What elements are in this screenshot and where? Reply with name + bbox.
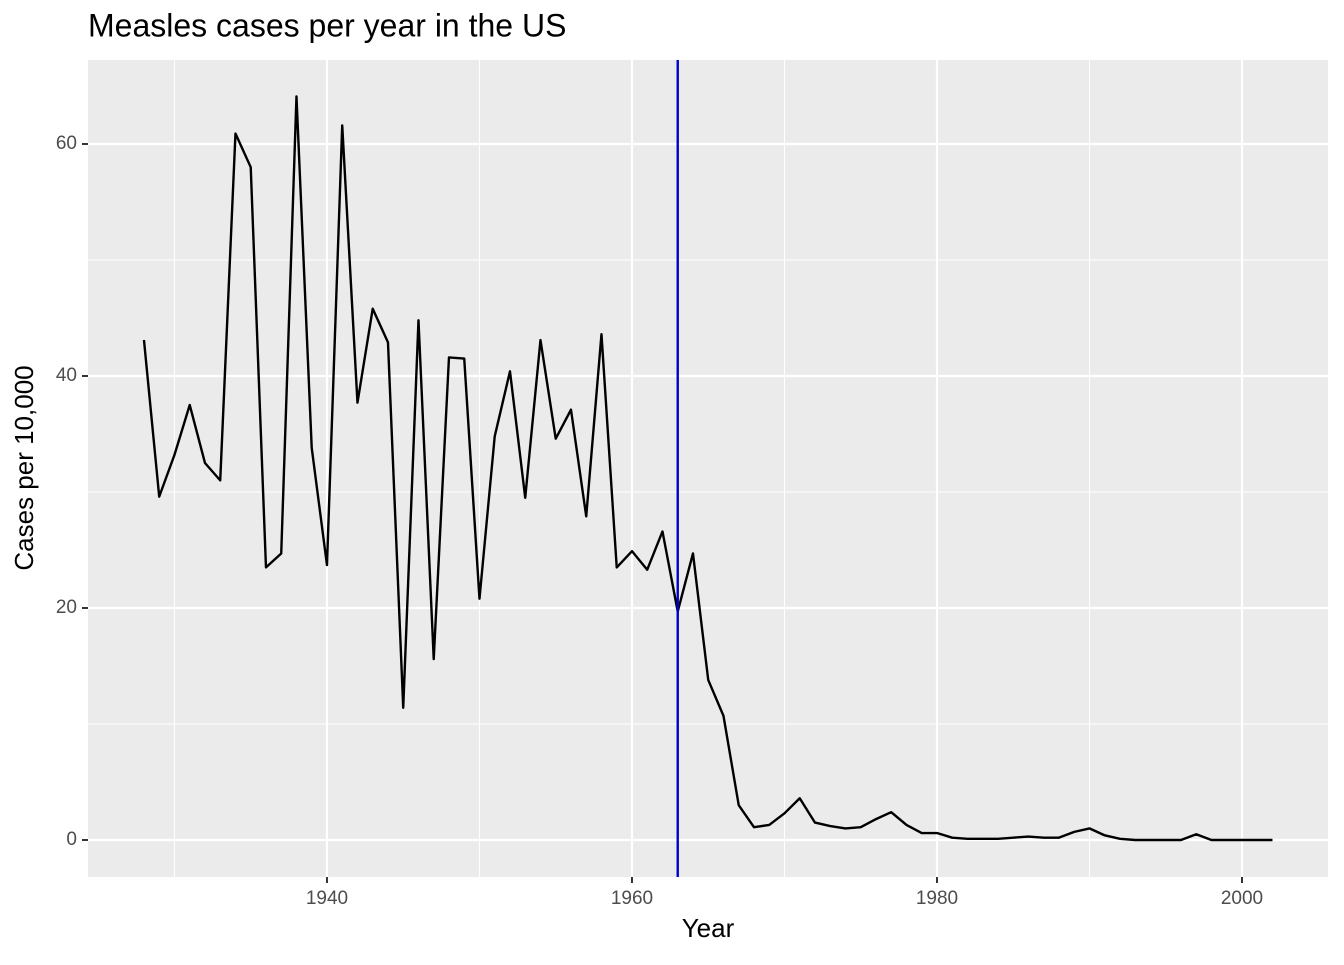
y-tick-label: 20 [56, 597, 77, 618]
y-tick-label: 40 [56, 365, 77, 386]
panel [88, 60, 1328, 877]
y-tick-label: 60 [56, 133, 77, 154]
y-axis-title: Cases per 10,000 [9, 365, 39, 570]
chart-title: Measles cases per year in the US [88, 7, 566, 43]
line [142, 95, 1273, 842]
y-tick-label: 0 [66, 829, 77, 850]
x-tick-label: 1940 [306, 888, 348, 909]
x-tick-label: 1980 [916, 888, 958, 909]
x-axis-title: Year [682, 913, 735, 943]
x-tick-label: 1960 [611, 888, 653, 909]
x-tick-label: 2000 [1221, 888, 1263, 909]
